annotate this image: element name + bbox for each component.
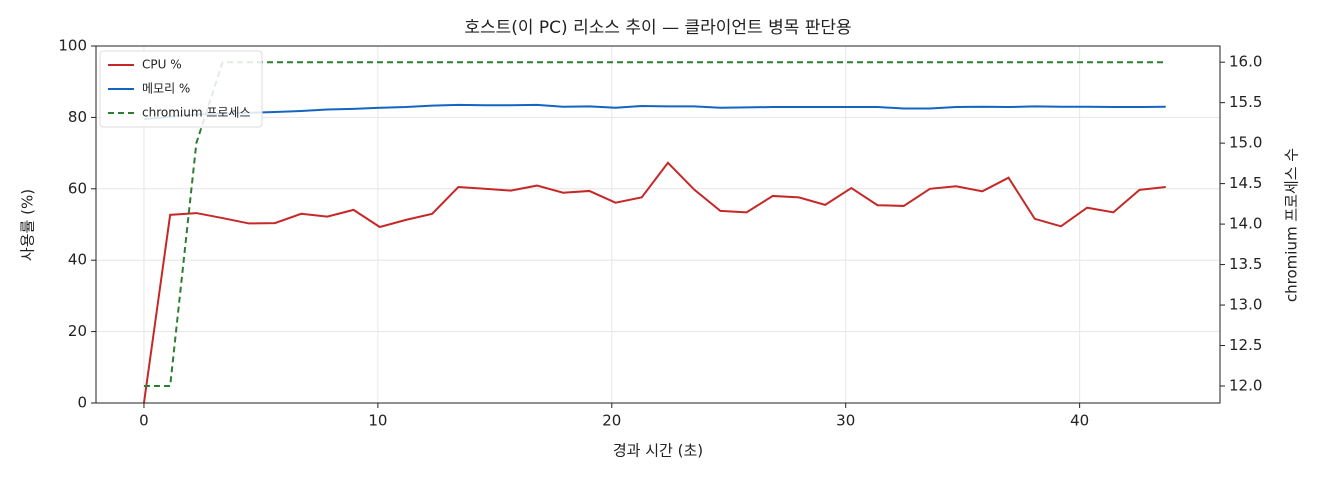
legend-label: 메모리 % xyxy=(142,82,190,96)
y2-tick-label: 14.0 xyxy=(1229,215,1262,233)
legend-label: CPU % xyxy=(142,58,182,72)
y2-tick-label: 12.0 xyxy=(1229,377,1262,395)
y-tick-label: 40 xyxy=(68,251,87,269)
x-axis-label: 경과 시간 (초) xyxy=(613,442,703,460)
legend-box xyxy=(99,50,263,128)
x-tick-label: 0 xyxy=(139,412,149,430)
y2-tick-label: 16.0 xyxy=(1229,53,1262,71)
y-tick-label: 60 xyxy=(68,179,87,197)
y2-tick-label: 15.5 xyxy=(1229,93,1262,111)
y2-tick-label: 15.0 xyxy=(1229,134,1262,152)
legend-label: chromium 프로세스 xyxy=(142,106,251,120)
x-tick-label: 30 xyxy=(836,412,855,430)
x-tick-label: 40 xyxy=(1070,412,1089,430)
y-tick-label: 20 xyxy=(68,322,87,340)
plot-frame xyxy=(95,45,1221,404)
y2-tick-label: 14.5 xyxy=(1229,174,1262,192)
y-tick-label: 80 xyxy=(68,108,87,126)
x-tick-label: 10 xyxy=(368,412,387,430)
y-tick-label: 0 xyxy=(77,394,87,412)
y2-tick-label: 12.5 xyxy=(1229,336,1262,354)
legend: CPU % 메모리 % chromium 프로세스 xyxy=(99,50,263,128)
series-line xyxy=(142,161,1166,404)
chart-title: 호스트(이 PC) 리소스 추이 — 클라이언트 병목 판단용 xyxy=(464,18,851,38)
y-axis-label: 사용률 (%) xyxy=(19,189,37,261)
y2-tick-label: 13.5 xyxy=(1229,255,1262,273)
y2-axis-label: chromium 프로세스 수 xyxy=(1283,148,1301,302)
series-line xyxy=(143,103,1166,121)
y2-tick-label: 13.0 xyxy=(1229,296,1262,314)
y-tick-label: 100 xyxy=(58,37,87,55)
x-tick-label: 20 xyxy=(602,412,621,430)
